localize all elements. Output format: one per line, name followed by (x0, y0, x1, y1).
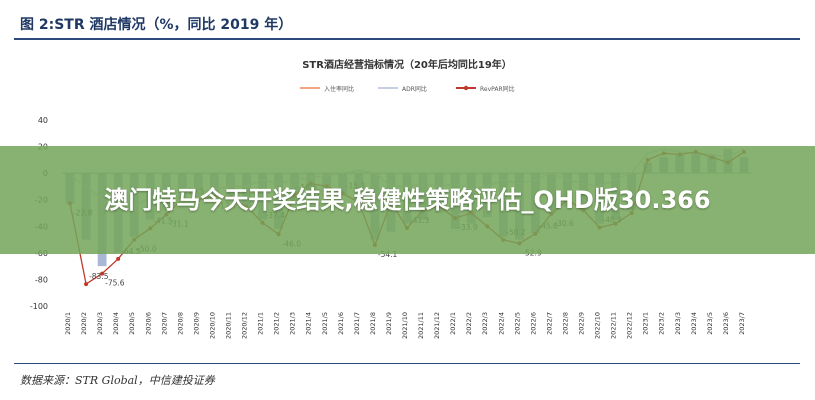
legend-label: RevPAR同比 (480, 85, 515, 93)
x-tick-label: 2020/9 (192, 312, 200, 335)
y-tick-label: 40 (38, 116, 48, 125)
y-tick-label: -100 (30, 302, 48, 311)
x-tick-label: 2023/3 (674, 312, 682, 335)
x-tick-label: 2020/2 (80, 312, 88, 335)
top-rule (14, 38, 800, 40)
x-tick-label: 2023/4 (690, 312, 698, 335)
x-tick-label: 2022/9 (578, 312, 586, 335)
x-tick-label: 2021/7 (353, 312, 361, 335)
x-tick-label: 2022/7 (545, 312, 553, 335)
legend-label: 入住率同比 (324, 85, 354, 93)
x-tick-label: 2020/6 (144, 312, 152, 335)
x-tick-label: 2020/4 (112, 312, 120, 335)
y-tick-label: -80 (35, 275, 48, 284)
x-tick-label: 2021/4 (305, 312, 313, 335)
x-tick-label: 2020/11 (224, 312, 232, 339)
figure-title: 图 2:STR 酒店情况（%，同比 2019 年） (20, 17, 293, 33)
x-tick-label: 2020/10 (208, 312, 216, 339)
revpar-point (100, 271, 105, 276)
revpar-point (116, 256, 121, 261)
x-tick-label: 2022/5 (513, 312, 521, 335)
banner-text: 澳门特马今天开奖结果,稳健性策略评估_QHD版30.366 (104, 186, 711, 214)
x-tick-label: 2022/2 (465, 312, 473, 335)
x-tick-label: 2022/4 (497, 312, 505, 335)
source-note: 数据来源：STR Global，中信建投证券 (20, 374, 215, 387)
legend-marker (463, 85, 469, 91)
x-tick-label: 2023/7 (738, 312, 746, 335)
x-tick-label: 2021/12 (433, 312, 441, 339)
x-tick-label: 2022/3 (481, 312, 489, 335)
x-tick-label: 2023/2 (658, 312, 666, 335)
x-tick-label: 2021/3 (289, 312, 297, 335)
x-tick-label: 2022/8 (561, 312, 569, 335)
x-tick-label: 2021/6 (337, 312, 345, 335)
x-tick-label: 2022/12 (626, 312, 634, 339)
x-tick-label: 2020/8 (176, 312, 184, 335)
x-tick-label: 2020/5 (128, 312, 136, 335)
x-tick-label: 2022/11 (610, 312, 618, 339)
legend-label: ADR同比 (402, 85, 427, 93)
data-label: -54.1 (378, 250, 398, 259)
x-tick-label: 2022/6 (529, 312, 537, 335)
x-tick-label: 2021/8 (369, 312, 377, 335)
x-tick-label: 2020/12 (241, 312, 249, 339)
x-tick-label: 2021/9 (385, 312, 393, 335)
x-tick-label: 2022/1 (449, 312, 457, 335)
data-label: -75.6 (105, 279, 125, 288)
overlay-banner: 澳门特马今天开奖结果,稳健性策略评估_QHD版30.366 (0, 146, 815, 254)
x-tick-label: 2023/6 (722, 312, 730, 335)
x-tick-label: 2021/10 (401, 312, 409, 339)
bottom-rule (14, 363, 800, 364)
x-tick-label: 2023/1 (642, 312, 650, 335)
x-tick-label: 2021/2 (273, 312, 281, 335)
x-tick-label: 2021/1 (257, 312, 265, 335)
data-label: -83.5 (89, 272, 109, 281)
x-tick-label: 2020/7 (160, 312, 168, 335)
x-tick-label: 2023/5 (706, 312, 714, 335)
x-tick-label: 2021/5 (321, 312, 329, 335)
revpar-point (84, 282, 89, 287)
x-tick-label: 2022/10 (594, 312, 602, 339)
x-tick-label: 2021/11 (417, 312, 425, 339)
x-tick-label: 2020/3 (96, 312, 104, 335)
x-tick-label: 2020/1 (64, 312, 72, 335)
chart-title: STR酒店经营指标情况（20年后均同比19年） (302, 58, 512, 71)
